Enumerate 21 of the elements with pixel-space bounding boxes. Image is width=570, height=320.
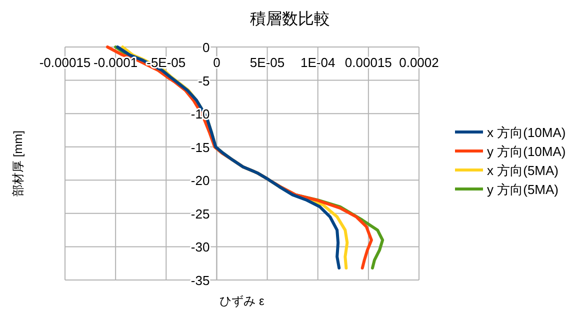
x-tick-label: 0.00015: [344, 55, 392, 70]
x-tick-label: 5E-05: [250, 55, 285, 70]
x-tick-label: 1E-04: [300, 55, 336, 70]
chart-title: 積層数比較: [250, 10, 330, 28]
x-tick-label: 0.0002: [399, 55, 439, 70]
x-axis-title: ひずみ ε: [220, 294, 265, 308]
x-tick-label: -0.00015: [39, 55, 91, 70]
y-tick-label: -30: [190, 240, 210, 255]
y-tick-label: -20: [190, 173, 210, 188]
legend-label: x 方向(5MA): [487, 163, 558, 178]
x-tick-label: -0.0001: [94, 55, 138, 70]
y-tick-label: 0: [202, 40, 210, 55]
legend-label: x 方向(10MA): [487, 125, 566, 140]
y-tick-label: -5: [198, 73, 210, 88]
legend-label: y 方向(10MA): [487, 144, 566, 159]
y-tick-label: -15: [190, 140, 210, 155]
y-tick-label: -35: [190, 273, 210, 288]
legend-label: y 方向(5MA): [487, 182, 558, 197]
y-axis-title: 部材厚 [mm]: [11, 130, 25, 196]
x-tick-label: 0: [213, 55, 220, 70]
y-tick-label: -25: [190, 206, 210, 222]
